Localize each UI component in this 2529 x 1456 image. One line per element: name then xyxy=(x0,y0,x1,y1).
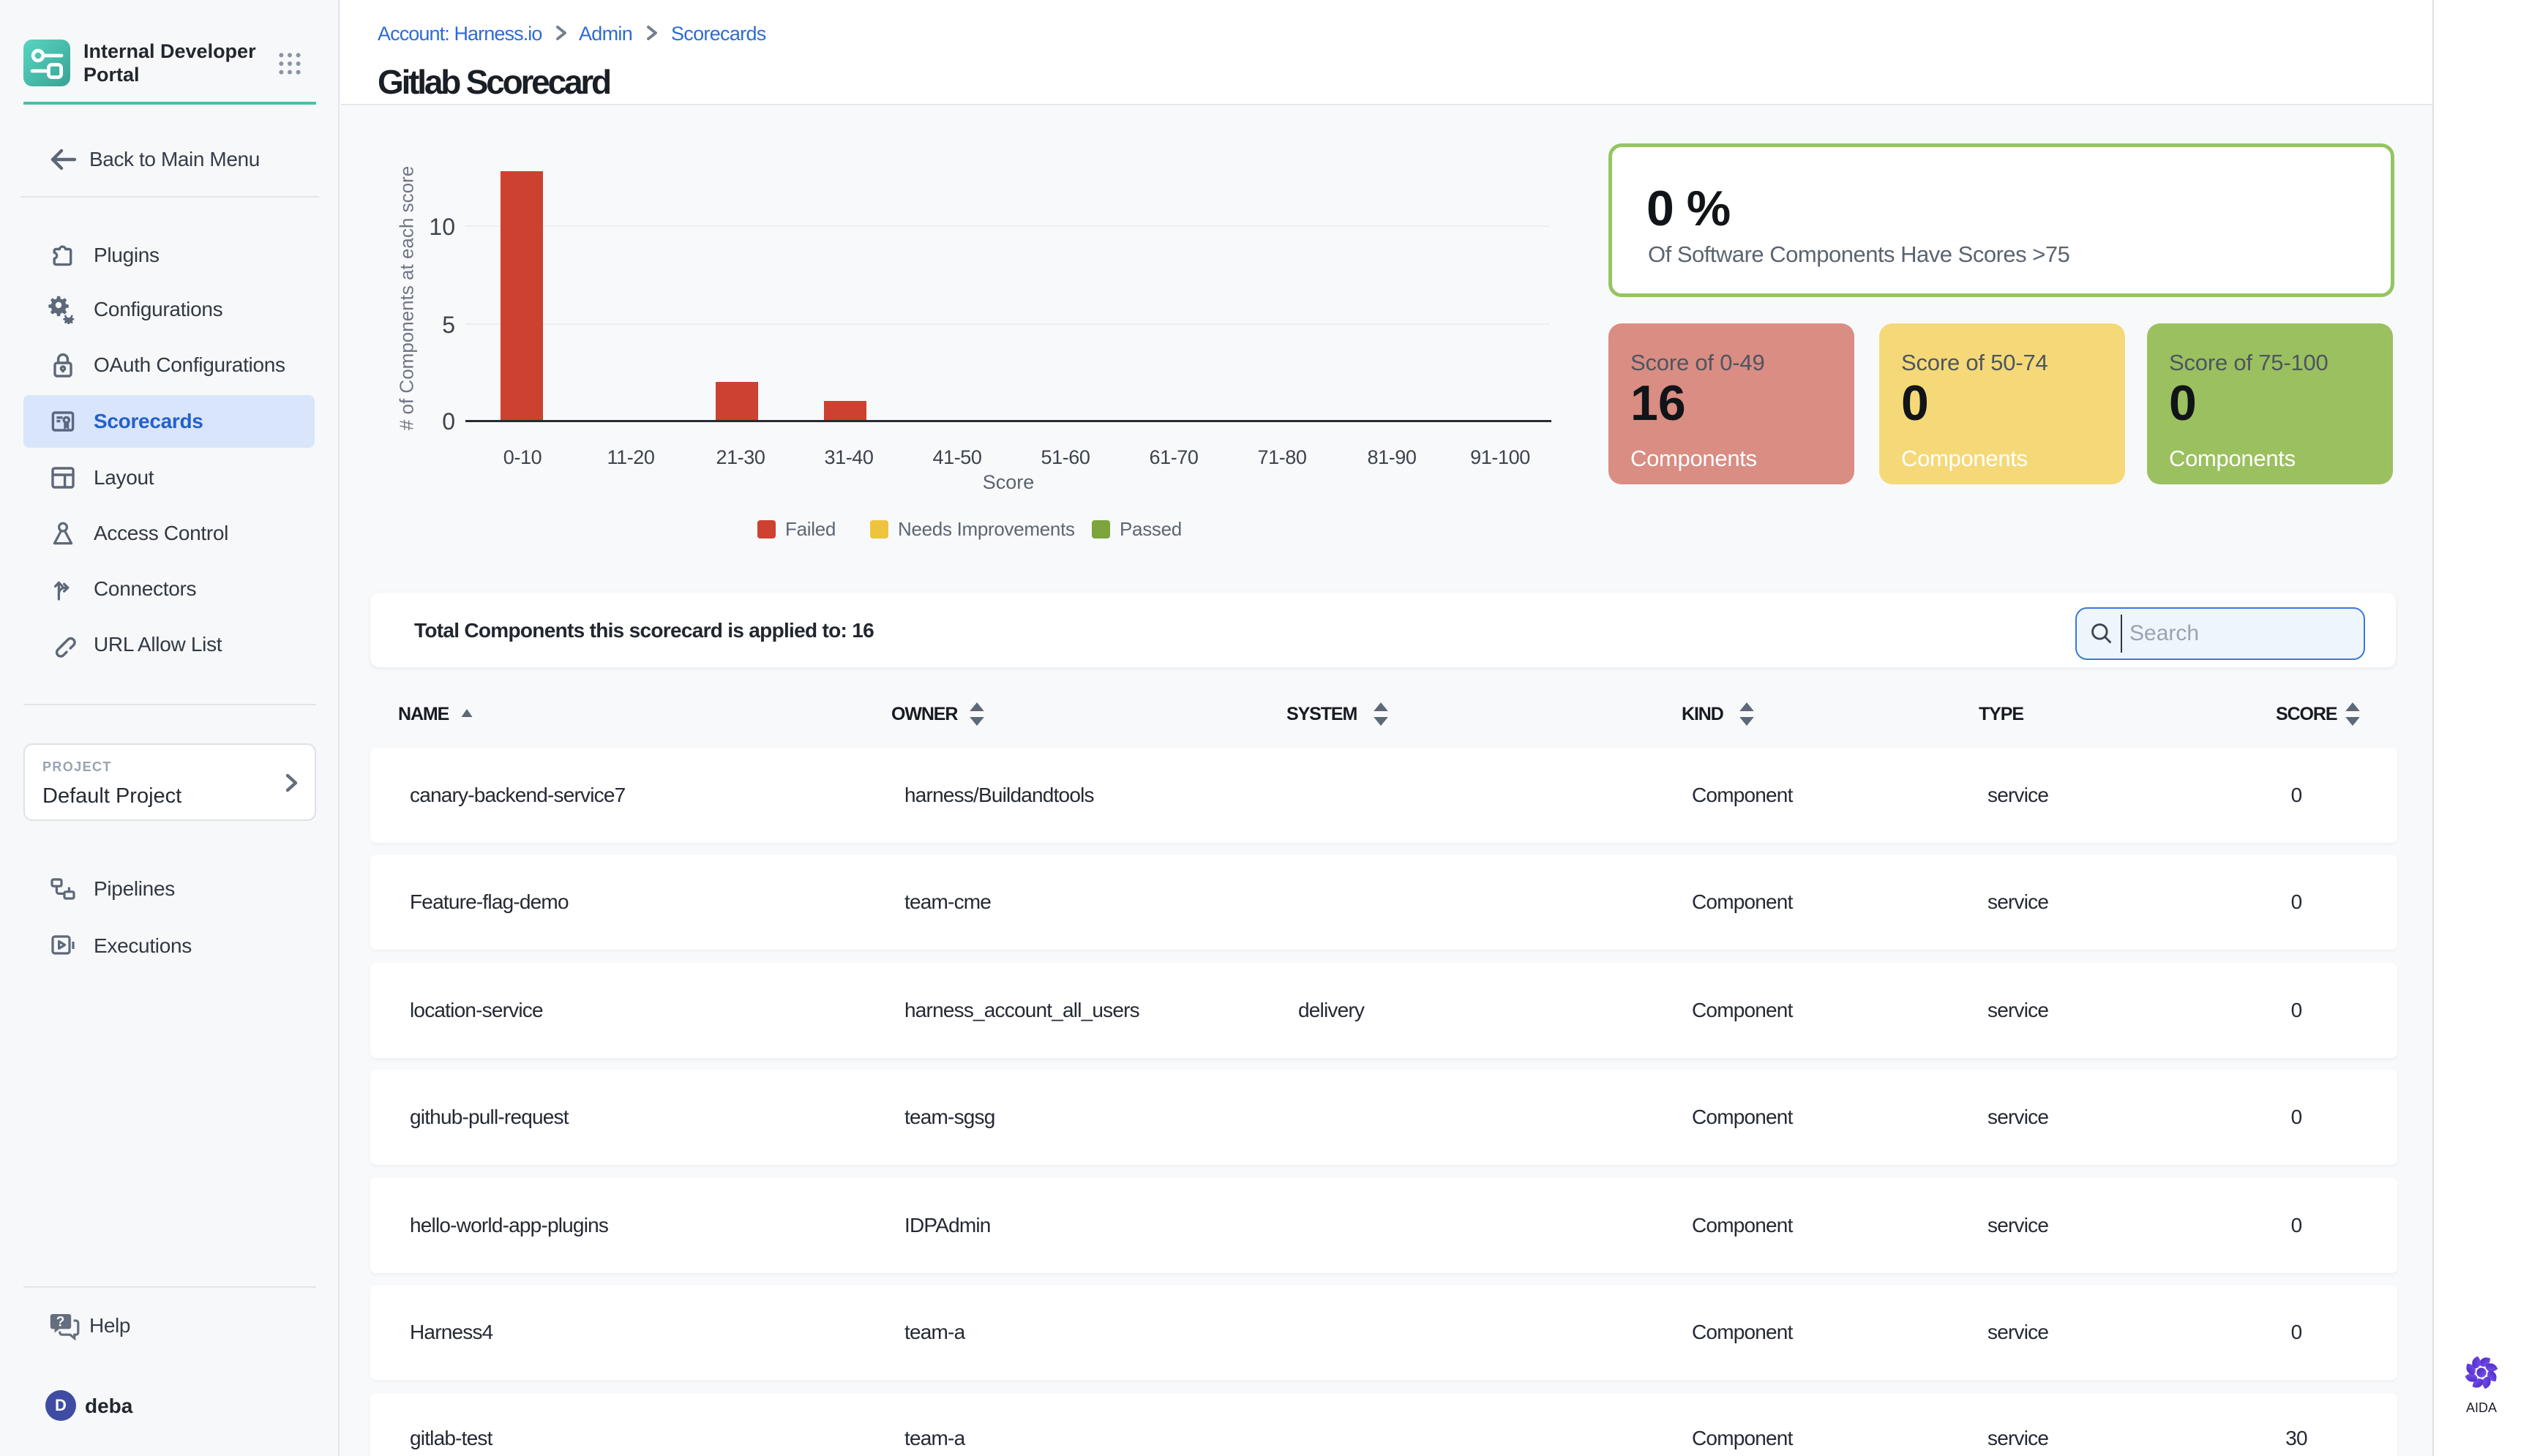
svg-text:?: ? xyxy=(56,1315,65,1330)
